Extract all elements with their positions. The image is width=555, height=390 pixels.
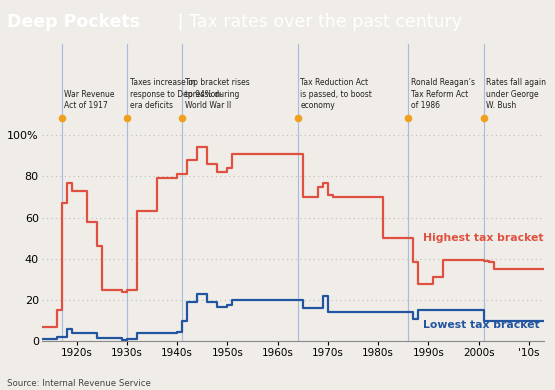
Text: Source: Internal Revenue Service: Source: Internal Revenue Service — [7, 379, 151, 388]
Text: Tax Reduction Act
is passed, to boost
economy: Tax Reduction Act is passed, to boost ec… — [300, 78, 372, 110]
Text: Top bracket rises
to 94% during
World War II: Top bracket rises to 94% during World Wa… — [185, 78, 250, 110]
Text: Deep Pockets: Deep Pockets — [7, 13, 140, 31]
Text: | Tax rates over the past century: | Tax rates over the past century — [172, 13, 462, 31]
Text: War Revenue
Act of 1917: War Revenue Act of 1917 — [64, 90, 115, 110]
Text: Highest tax bracket: Highest tax bracket — [423, 233, 544, 243]
Text: Taxes increase in
response to Depression-
era deficits: Taxes increase in response to Depression… — [129, 78, 223, 110]
Text: Ronald Reagan’s
Tax Reform Act
of 1986: Ronald Reagan’s Tax Reform Act of 1986 — [411, 78, 475, 110]
Text: Rates fall again
under George
W. Bush: Rates fall again under George W. Bush — [486, 78, 546, 110]
Text: Lowest tax bracket: Lowest tax bracket — [423, 320, 540, 330]
